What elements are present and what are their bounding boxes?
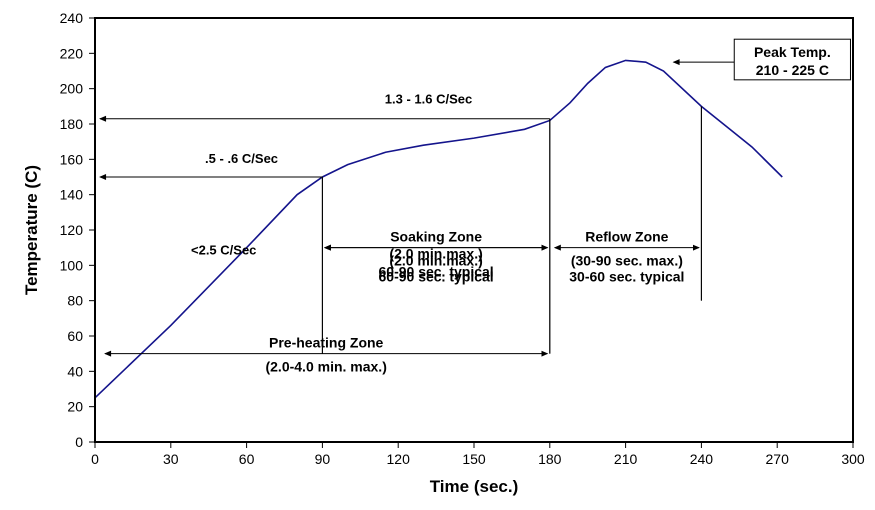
peak-temp-label: Peak Temp. <box>754 44 831 60</box>
y-tick-label: 40 <box>67 363 83 379</box>
soaking-zone-title: Soaking Zone <box>390 229 482 245</box>
y-tick-label: 160 <box>60 151 84 167</box>
label-slope-1p3: 1.3 - 1.6 C/Sec <box>385 92 472 107</box>
y-axis-label: Temperature (C) <box>22 165 41 295</box>
y-tick-label: 200 <box>60 81 84 97</box>
x-tick-label: 0 <box>91 451 99 467</box>
y-tick-label: 0 <box>75 434 83 450</box>
label-slope-0p5: .5 - .6 C/Sec <box>205 151 278 166</box>
x-tick-label: 60 <box>239 451 255 467</box>
x-tick-label: 270 <box>766 451 790 467</box>
x-tick-label: 150 <box>462 451 486 467</box>
peak-temp-label: 210 - 225 C <box>756 62 829 78</box>
x-tick-label: 180 <box>538 451 562 467</box>
y-tick-label: 240 <box>60 10 84 26</box>
x-tick-label: 90 <box>315 451 331 467</box>
reflow-zone-sub: (30-90 sec. max.) <box>571 253 683 269</box>
x-tick-label: 120 <box>387 451 411 467</box>
x-tick-label: 240 <box>690 451 714 467</box>
preheat-zone-sub: (2.0-4.0 min. max.) <box>265 359 386 375</box>
preheat-zone-title: Pre-heating Zone <box>269 335 384 351</box>
chart-svg: 0 20 40 60 80 100 120 140 160 180 200 220 240 0 30 60 90… <box>0 0 875 510</box>
soaking-zone-sub: 60-90 sec. typical <box>379 269 494 285</box>
x-tick-label: 210 <box>614 451 638 467</box>
label-slope-2p5: <2.5 C/Sec <box>191 243 256 258</box>
y-tick-label: 120 <box>60 222 84 238</box>
y-tick-label: 100 <box>60 257 84 273</box>
soaking-zone-sub: (2.0 min.max.) <box>389 253 482 269</box>
y-tick-label: 220 <box>60 45 84 61</box>
reflow-profile-chart: 0 20 40 60 80 100 120 140 160 180 200 220 240 0 30 60 90… <box>0 0 875 510</box>
x-tick-label: 300 <box>841 451 865 467</box>
y-tick-label: 60 <box>67 328 83 344</box>
y-tick-label: 180 <box>60 116 84 132</box>
reflow-zone-title: Reflow Zone <box>585 229 668 245</box>
y-tick-label: 140 <box>60 187 84 203</box>
x-axis-label: Time (sec.) <box>430 477 519 496</box>
y-tick-label: 20 <box>67 399 83 415</box>
x-tick-label: 30 <box>163 451 179 467</box>
y-tick-label: 80 <box>67 293 83 309</box>
reflow-zone-sub: 30-60 sec. typical <box>569 269 684 285</box>
